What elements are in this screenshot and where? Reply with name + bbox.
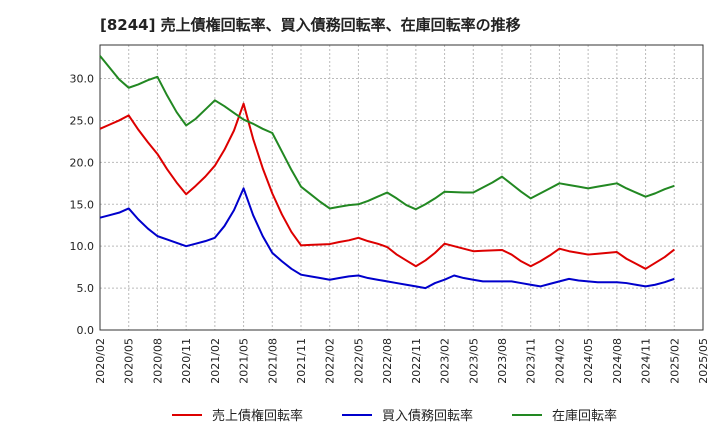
x-tick-label: 2024/02 <box>553 338 566 384</box>
x-tick-label: 2023/08 <box>496 338 509 384</box>
x-tick-label: 2021/11 <box>295 338 308 384</box>
y-tick-label: 15.0 <box>70 198 95 211</box>
x-tick-label: 2024/11 <box>640 338 653 384</box>
x-tick-label: 2025/05 <box>697 338 710 384</box>
x-tick-label: 2020/11 <box>180 338 193 384</box>
x-tick-label: 2020/08 <box>151 338 164 384</box>
x-tick-label: 2022/11 <box>410 338 423 384</box>
legend-label-2: 買入債務回転率 <box>382 408 473 424</box>
y-tick-label: 5.0 <box>77 282 95 295</box>
x-tick-label: 2023/02 <box>439 338 452 384</box>
x-tick-label: 2024/08 <box>611 338 624 384</box>
x-tick-label: 2020/05 <box>123 338 136 384</box>
y-tick-label: 25.0 <box>70 114 95 127</box>
y-tick-label: 30.0 <box>70 73 95 86</box>
x-tick-label: 2023/11 <box>525 338 538 384</box>
x-tick-label: 2022/05 <box>352 338 365 384</box>
x-tick-label: 2022/02 <box>324 338 337 384</box>
series-line-3 <box>99 55 675 211</box>
x-tick-label: 2021/05 <box>238 338 251 384</box>
plot-frame <box>99 44 704 331</box>
legend-label-1: 売上債権回転率 <box>212 408 303 424</box>
x-tick-label: 2021/08 <box>266 338 279 384</box>
x-tick-label: 2020/02 <box>94 338 107 384</box>
x-tick-label: 2022/08 <box>381 338 394 384</box>
x-tick-label: 2021/02 <box>209 338 222 384</box>
x-tick-label: 2025/02 <box>668 338 681 384</box>
legend-label-3: 在庫回転率 <box>552 408 617 424</box>
series-line-2 <box>99 187 675 290</box>
y-tick-label: 20.0 <box>70 156 95 169</box>
chart-title: [8244] 売上債権回転率、買入債務回転率、在庫回転率の推移 <box>100 16 521 34</box>
y-tick-label: 10.0 <box>70 240 95 253</box>
x-tick-label: 2024/05 <box>582 338 595 384</box>
series-line-1 <box>99 102 675 270</box>
y-tick-label: 0.0 <box>77 324 95 337</box>
x-tick-label: 2023/05 <box>467 338 480 384</box>
